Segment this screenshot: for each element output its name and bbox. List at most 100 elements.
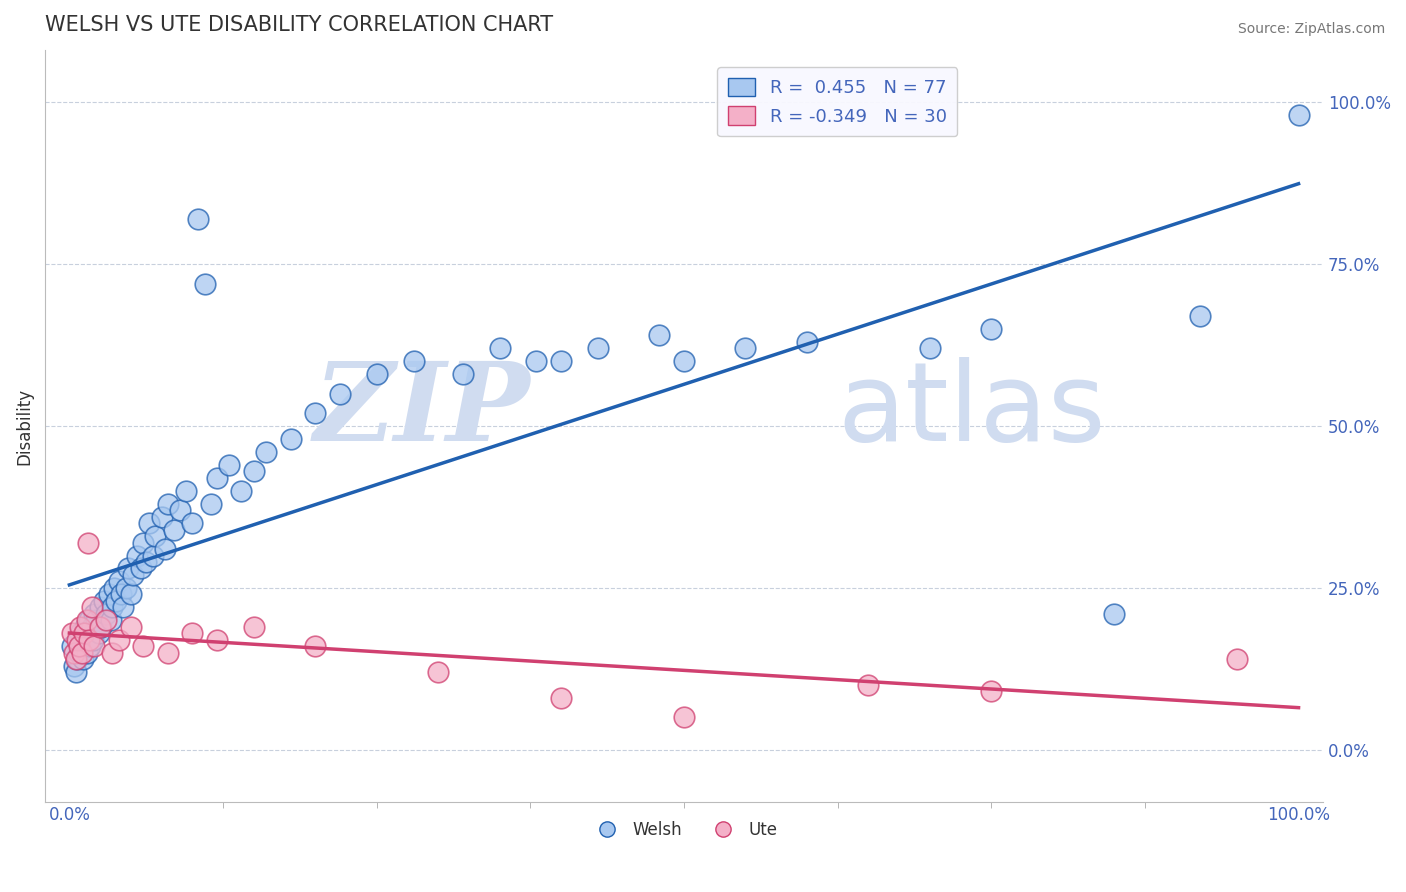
Y-axis label: Disability: Disability	[15, 387, 32, 465]
Point	[1102, 607, 1125, 621]
Point	[73, 626, 96, 640]
Point	[73, 632, 96, 647]
Point	[65, 652, 87, 666]
Point	[145, 529, 167, 543]
Point	[110, 587, 132, 601]
Point	[672, 354, 695, 368]
Point	[90, 620, 112, 634]
Point	[796, 334, 818, 349]
Point	[100, 613, 122, 627]
Point	[80, 600, 103, 615]
Point	[60, 639, 83, 653]
Point	[169, 503, 191, 517]
Point	[101, 600, 124, 615]
Point	[63, 646, 86, 660]
Point	[67, 639, 90, 653]
Point	[87, 626, 110, 640]
Point	[366, 368, 388, 382]
Point	[82, 632, 104, 647]
Point	[135, 555, 157, 569]
Point	[83, 607, 105, 621]
Point	[181, 626, 204, 640]
Text: WELSH VS UTE DISABILITY CORRELATION CHART: WELSH VS UTE DISABILITY CORRELATION CHAR…	[45, 15, 553, 35]
Point	[101, 646, 124, 660]
Point	[150, 509, 173, 524]
Point	[254, 445, 277, 459]
Point	[103, 581, 125, 595]
Legend: Welsh, Ute: Welsh, Ute	[583, 814, 785, 846]
Point	[70, 639, 93, 653]
Point	[105, 594, 128, 608]
Point	[75, 620, 97, 634]
Point	[1189, 309, 1212, 323]
Point	[550, 354, 572, 368]
Point	[66, 652, 89, 666]
Point	[187, 211, 209, 226]
Point	[156, 646, 179, 660]
Point	[97, 587, 120, 601]
Point	[1288, 108, 1310, 122]
Point	[96, 613, 118, 627]
Text: Source: ZipAtlas.com: Source: ZipAtlas.com	[1237, 22, 1385, 37]
Point	[1226, 652, 1249, 666]
Point	[200, 497, 222, 511]
Point	[83, 639, 105, 653]
Point	[181, 516, 204, 530]
Point	[980, 684, 1002, 698]
Point	[242, 464, 264, 478]
Point	[115, 581, 138, 595]
Point	[66, 632, 89, 647]
Point	[427, 665, 450, 679]
Point	[67, 646, 90, 660]
Point	[60, 626, 83, 640]
Point	[488, 341, 510, 355]
Point	[125, 549, 148, 563]
Point	[174, 483, 197, 498]
Point	[79, 639, 101, 653]
Point	[858, 678, 880, 692]
Point	[86, 613, 108, 627]
Point	[120, 620, 142, 634]
Point	[526, 354, 548, 368]
Point	[72, 652, 94, 666]
Text: atlas: atlas	[838, 358, 1107, 465]
Point	[76, 613, 98, 627]
Point	[69, 626, 91, 640]
Point	[648, 328, 671, 343]
Point	[205, 471, 228, 485]
Point	[194, 277, 217, 291]
Point	[107, 632, 129, 647]
Point	[280, 432, 302, 446]
Point	[918, 341, 941, 355]
Point	[155, 542, 177, 557]
Point	[980, 322, 1002, 336]
Point	[132, 535, 155, 549]
Point	[70, 646, 93, 660]
Point	[77, 613, 100, 627]
Point	[129, 561, 152, 575]
Point	[402, 354, 425, 368]
Text: ZIP: ZIP	[314, 357, 530, 465]
Point	[96, 607, 118, 621]
Point	[66, 632, 89, 647]
Point	[77, 632, 100, 647]
Point	[112, 600, 135, 615]
Point	[69, 620, 91, 634]
Point	[156, 497, 179, 511]
Point	[122, 568, 145, 582]
Point	[205, 632, 228, 647]
Point	[76, 646, 98, 660]
Point	[120, 587, 142, 601]
Point	[231, 483, 253, 498]
Point	[89, 620, 111, 634]
Point	[586, 341, 609, 355]
Point	[304, 406, 326, 420]
Point	[89, 600, 111, 615]
Point	[132, 639, 155, 653]
Point	[138, 516, 160, 530]
Point	[734, 341, 756, 355]
Point	[329, 386, 352, 401]
Point	[107, 574, 129, 589]
Point	[65, 665, 87, 679]
Point	[142, 549, 165, 563]
